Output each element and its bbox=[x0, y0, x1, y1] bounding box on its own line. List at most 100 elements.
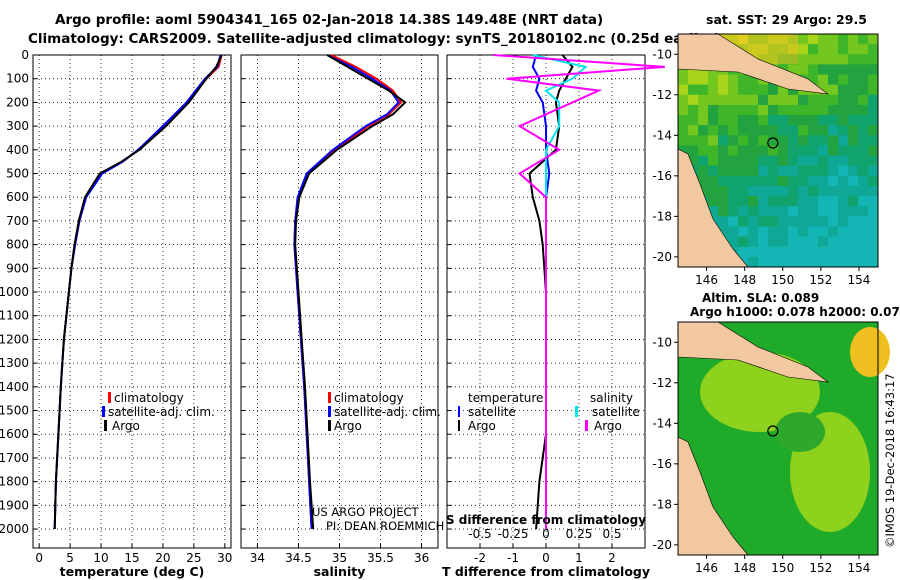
sst-cell bbox=[778, 104, 789, 116]
lat-tick-label: -20 bbox=[652, 538, 672, 552]
map-frame bbox=[677, 33, 879, 268]
sst-cell bbox=[788, 185, 799, 197]
sst-cell bbox=[848, 256, 859, 268]
sst-cell bbox=[858, 175, 869, 187]
sst-cell bbox=[798, 115, 809, 126]
sst-cell bbox=[808, 175, 819, 187]
sst-cell bbox=[818, 135, 829, 146]
sst-cell bbox=[688, 104, 699, 116]
sst-cell bbox=[848, 125, 859, 136]
sst-cell bbox=[728, 196, 739, 207]
sst-cell bbox=[798, 104, 809, 116]
sst-cell bbox=[788, 246, 799, 258]
lat-tick-label: -10 bbox=[652, 47, 672, 61]
sst-cell bbox=[808, 94, 819, 106]
y-tick-label: 800 bbox=[6, 238, 29, 252]
sst-cell bbox=[688, 74, 699, 85]
sst-cell bbox=[868, 206, 879, 217]
sst-cell bbox=[728, 165, 739, 176]
sst-cell bbox=[678, 104, 689, 116]
sst-cell bbox=[698, 84, 709, 95]
sst-cell bbox=[848, 145, 859, 156]
sst-cell bbox=[748, 196, 759, 207]
sst-cell bbox=[858, 64, 869, 75]
sst-cell bbox=[798, 216, 809, 227]
sst-cell bbox=[758, 216, 769, 227]
argo-location-marker bbox=[767, 425, 779, 437]
sst-cell bbox=[748, 216, 759, 227]
sst-cell bbox=[708, 104, 719, 116]
sst-cell bbox=[728, 135, 739, 146]
sst-cell bbox=[788, 175, 799, 187]
sst-cell bbox=[748, 115, 759, 126]
sst-cell bbox=[818, 125, 829, 136]
sst-cell bbox=[808, 104, 819, 116]
sst-cell bbox=[818, 196, 829, 207]
sst-cell bbox=[698, 125, 709, 136]
legend-satellite-swatch bbox=[102, 406, 105, 417]
sst-cell bbox=[848, 104, 859, 116]
sst-cell bbox=[778, 226, 789, 237]
sst-cell bbox=[758, 185, 769, 197]
sst-cell bbox=[698, 74, 709, 85]
title-line1: Argo profile: aoml 5904341_165 02-Jan-20… bbox=[55, 12, 603, 28]
sst-cell bbox=[738, 175, 749, 187]
sst-cell bbox=[818, 216, 829, 227]
sst-cell bbox=[838, 44, 849, 55]
sst-cell bbox=[838, 175, 849, 187]
sst-cell bbox=[778, 206, 789, 217]
x-axis-label: salinity bbox=[314, 564, 366, 579]
sst-cell bbox=[778, 236, 789, 247]
sst-cell bbox=[678, 84, 689, 95]
sst-cell bbox=[748, 226, 759, 237]
x-tick-label: 35 bbox=[332, 551, 347, 565]
sst-cell bbox=[738, 104, 749, 116]
sst-cell bbox=[768, 84, 779, 95]
sst-cell bbox=[838, 145, 849, 156]
sst-cell bbox=[688, 84, 699, 95]
sst-cell bbox=[748, 84, 759, 95]
sst-cell bbox=[768, 115, 779, 126]
sst-cell bbox=[848, 185, 859, 197]
sst-cell bbox=[838, 246, 849, 258]
sst-cell bbox=[698, 165, 709, 176]
legend-sal-argo-label: Argo bbox=[594, 419, 622, 433]
legend-temp-argo-label: Argo bbox=[468, 419, 496, 433]
credit-project: US ARGO PROJECT bbox=[312, 505, 420, 519]
x-tick-label: 5 bbox=[66, 551, 74, 565]
sst-cell bbox=[808, 246, 819, 258]
sst-cell bbox=[778, 185, 789, 197]
sst-cell bbox=[738, 125, 749, 136]
x-tick-label: 10 bbox=[93, 551, 108, 565]
sst-cell bbox=[868, 94, 879, 106]
lat-tick-label: -18 bbox=[652, 209, 672, 223]
sst-cell bbox=[788, 115, 799, 126]
y-tick-label: 2000 bbox=[0, 522, 29, 536]
sst-cell bbox=[748, 155, 759, 166]
sst-cell bbox=[678, 135, 689, 146]
y-tick-label: 1900 bbox=[0, 498, 29, 512]
title-line2: Climatology: CARS2009. Satellite-adjuste… bbox=[28, 31, 720, 47]
lat-tick-label: -18 bbox=[652, 497, 672, 511]
sst-cell bbox=[808, 145, 819, 156]
secondary-tick-label: 0 bbox=[542, 527, 550, 541]
sst-cell bbox=[798, 206, 809, 217]
legend-temp-satellite-label: satellite bbox=[468, 405, 516, 419]
sst-cell bbox=[778, 196, 789, 207]
sst-cell bbox=[868, 256, 879, 268]
sst-cell bbox=[798, 135, 809, 146]
sst-cell bbox=[678, 115, 689, 126]
legend-satellite-label: satellite-adj. clim. bbox=[108, 405, 215, 419]
sst-cell bbox=[798, 145, 809, 156]
sst-cell bbox=[848, 64, 859, 75]
sst-cell bbox=[858, 135, 869, 146]
difference-panel: -2 -1 0 1 2T difference from climatology S di… bbox=[442, 54, 665, 579]
lon-tick-label: 150 bbox=[771, 561, 794, 575]
legend-argo-label: Argo bbox=[112, 419, 140, 433]
sst-cell bbox=[688, 125, 699, 136]
sst-cell bbox=[758, 145, 769, 156]
sst-cell bbox=[858, 206, 869, 217]
sst-cell bbox=[848, 135, 859, 146]
sst-cell bbox=[688, 145, 699, 156]
sst-cell bbox=[858, 216, 869, 227]
